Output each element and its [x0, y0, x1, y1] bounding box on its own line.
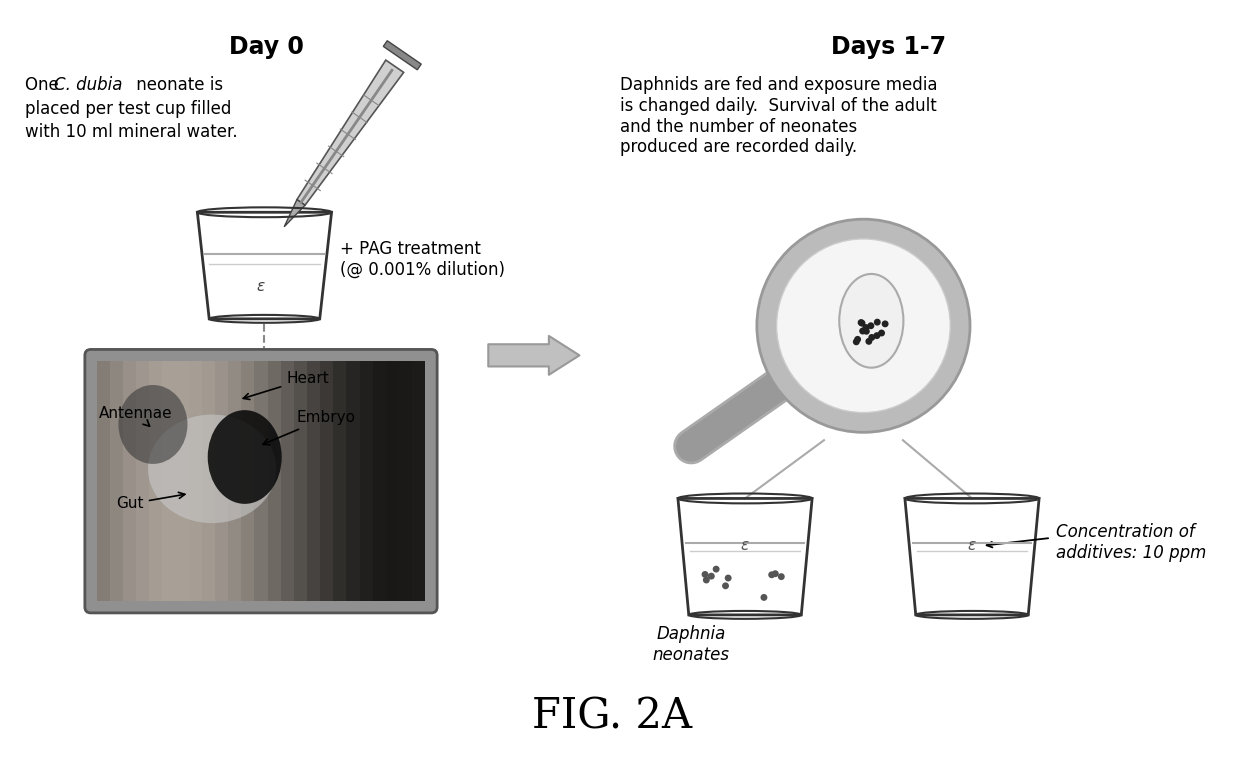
FancyArrowPatch shape: [489, 336, 579, 375]
Bar: [123, 361, 136, 601]
Circle shape: [703, 577, 709, 584]
FancyBboxPatch shape: [84, 349, 438, 613]
Bar: [215, 361, 228, 601]
Circle shape: [776, 239, 950, 413]
Circle shape: [863, 324, 869, 331]
Circle shape: [853, 338, 859, 345]
Bar: [228, 361, 242, 601]
Circle shape: [873, 332, 880, 339]
Circle shape: [713, 565, 719, 572]
Bar: [188, 361, 202, 601]
Circle shape: [868, 322, 874, 329]
Circle shape: [859, 328, 866, 335]
Circle shape: [769, 571, 775, 578]
Circle shape: [724, 575, 732, 581]
Text: ε: ε: [742, 539, 749, 553]
Text: with 10 ml mineral water.: with 10 ml mineral water.: [25, 124, 237, 141]
Polygon shape: [284, 199, 305, 227]
Text: C. dubia: C. dubia: [55, 76, 123, 94]
Ellipse shape: [118, 385, 187, 464]
Polygon shape: [383, 40, 422, 70]
Bar: [373, 361, 386, 601]
Circle shape: [858, 319, 864, 326]
Circle shape: [756, 219, 970, 432]
Bar: [386, 361, 399, 601]
Circle shape: [882, 320, 889, 327]
Bar: [149, 361, 162, 601]
Bar: [97, 361, 110, 601]
Circle shape: [771, 570, 779, 577]
Bar: [136, 361, 149, 601]
Text: ε: ε: [968, 539, 976, 553]
Circle shape: [708, 573, 714, 580]
Circle shape: [868, 334, 875, 341]
Bar: [308, 361, 320, 601]
Ellipse shape: [208, 410, 281, 504]
Text: Concentration of
additives: 10 ppm: Concentration of additives: 10 ppm: [1056, 523, 1207, 562]
Circle shape: [722, 582, 729, 589]
Text: Daphnids are fed and exposure media
is changed daily.  Survival of the adult
and: Daphnids are fed and exposure media is c…: [620, 76, 937, 157]
Bar: [176, 361, 188, 601]
Circle shape: [777, 573, 785, 580]
Bar: [202, 361, 215, 601]
Bar: [346, 361, 360, 601]
Circle shape: [878, 329, 885, 336]
Bar: [360, 361, 373, 601]
Text: Day 0: Day 0: [229, 34, 304, 59]
Bar: [254, 361, 268, 601]
Circle shape: [760, 594, 768, 601]
Bar: [242, 361, 254, 601]
Circle shape: [863, 328, 869, 335]
Circle shape: [702, 571, 708, 578]
Text: Gut: Gut: [117, 492, 185, 511]
Bar: [294, 361, 308, 601]
Bar: [412, 361, 425, 601]
Bar: [280, 361, 294, 601]
Text: Embryo: Embryo: [263, 410, 355, 445]
Circle shape: [858, 320, 866, 327]
Text: Antennae: Antennae: [99, 406, 172, 426]
Ellipse shape: [148, 415, 277, 523]
Text: Daphnia
neonates: Daphnia neonates: [652, 625, 729, 664]
Bar: [320, 361, 334, 601]
Bar: [399, 361, 412, 601]
Text: Heart: Heart: [243, 371, 329, 400]
Bar: [162, 361, 176, 601]
Circle shape: [866, 338, 872, 345]
Ellipse shape: [839, 274, 904, 367]
Bar: [334, 361, 346, 601]
Text: One: One: [25, 76, 63, 94]
Text: placed per test cup filled: placed per test cup filled: [25, 100, 231, 118]
Text: Days 1-7: Days 1-7: [831, 34, 946, 59]
Bar: [110, 361, 123, 601]
Circle shape: [874, 319, 880, 325]
Text: ε: ε: [257, 279, 264, 294]
Text: + PAG treatment
(@ 0.001% dilution): + PAG treatment (@ 0.001% dilution): [341, 240, 506, 279]
Text: FIG. 2A: FIG. 2A: [532, 696, 692, 738]
Polygon shape: [296, 60, 404, 206]
Bar: [268, 361, 280, 601]
Text: neonate is: neonate is: [131, 76, 223, 94]
Circle shape: [854, 336, 861, 343]
